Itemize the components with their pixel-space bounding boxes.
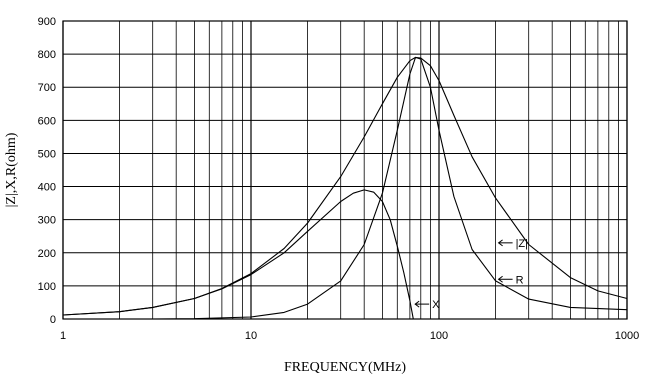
y-tick-label: 400 bbox=[38, 182, 56, 194]
y-tick-label: 600 bbox=[38, 115, 56, 127]
x-tick-label: 1 bbox=[60, 330, 66, 342]
y-axis-title: |Z|,X,R(ohm) bbox=[4, 132, 19, 207]
y-tick-label: 500 bbox=[38, 148, 56, 160]
series-line-x bbox=[62, 189, 414, 320]
y-tick-label: 0 bbox=[50, 314, 56, 326]
x-tick-label: 100 bbox=[430, 330, 448, 342]
x-axis-title: FREQUENCY(MHz) bbox=[284, 360, 406, 375]
annotation-label-x: X bbox=[432, 299, 440, 311]
annotation-label-r: R bbox=[516, 274, 524, 286]
series-layer bbox=[62, 56, 628, 320]
tick-labels: 0 100 200 300 400 500 600 700 800 900 1 10 100 1000 bbox=[38, 16, 640, 342]
grid-lines bbox=[62, 20, 628, 320]
y-tick-label: 800 bbox=[38, 49, 56, 61]
annotation-arrowhead-z bbox=[497, 239, 503, 247]
annotation-arrowhead-x bbox=[414, 300, 420, 308]
y-tick-label: 300 bbox=[38, 215, 56, 227]
y-tick-label: 100 bbox=[38, 281, 56, 293]
series-line-r bbox=[63, 56, 628, 320]
y-tick-label: 200 bbox=[38, 248, 56, 260]
y-tick-label: 900 bbox=[38, 16, 56, 28]
x-tick-label: 1000 bbox=[615, 330, 639, 342]
annotation-label-z: |Z| bbox=[516, 238, 528, 250]
plot-frame bbox=[62, 20, 628, 320]
series-annotations: |Z| R X bbox=[414, 238, 528, 311]
x-tick-label: 10 bbox=[245, 330, 257, 342]
annotation-arrowhead-r bbox=[497, 275, 503, 283]
y-tick-label: 700 bbox=[38, 82, 56, 94]
